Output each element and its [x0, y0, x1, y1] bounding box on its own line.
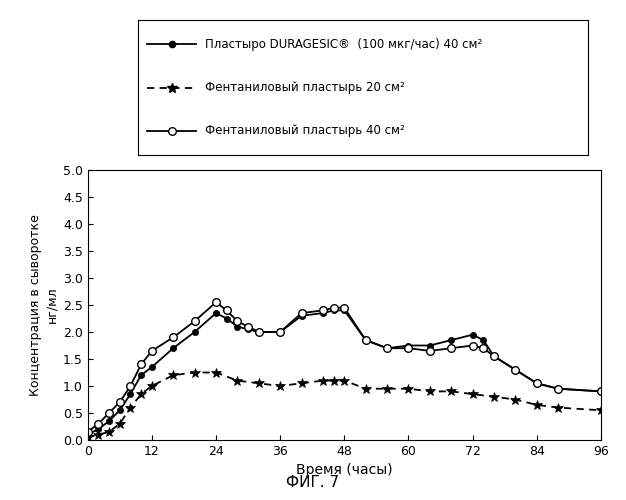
Text: Фентаниловый пластырь 40 см²: Фентаниловый пластырь 40 см² — [205, 124, 405, 137]
X-axis label: Время (часы): Время (часы) — [296, 464, 393, 477]
Text: ФИГ. 7: ФИГ. 7 — [287, 475, 339, 490]
Text: Пластыро DURAGESIC®  (100 мкг/час) 40 см²: Пластыро DURAGESIC® (100 мкг/час) 40 см² — [205, 38, 483, 51]
Text: Фентаниловый пластырь 20 см²: Фентаниловый пластырь 20 см² — [205, 81, 405, 94]
Y-axis label: Концентрация в сыворотке
нг/мл: Концентрация в сыворотке нг/мл — [29, 214, 59, 396]
